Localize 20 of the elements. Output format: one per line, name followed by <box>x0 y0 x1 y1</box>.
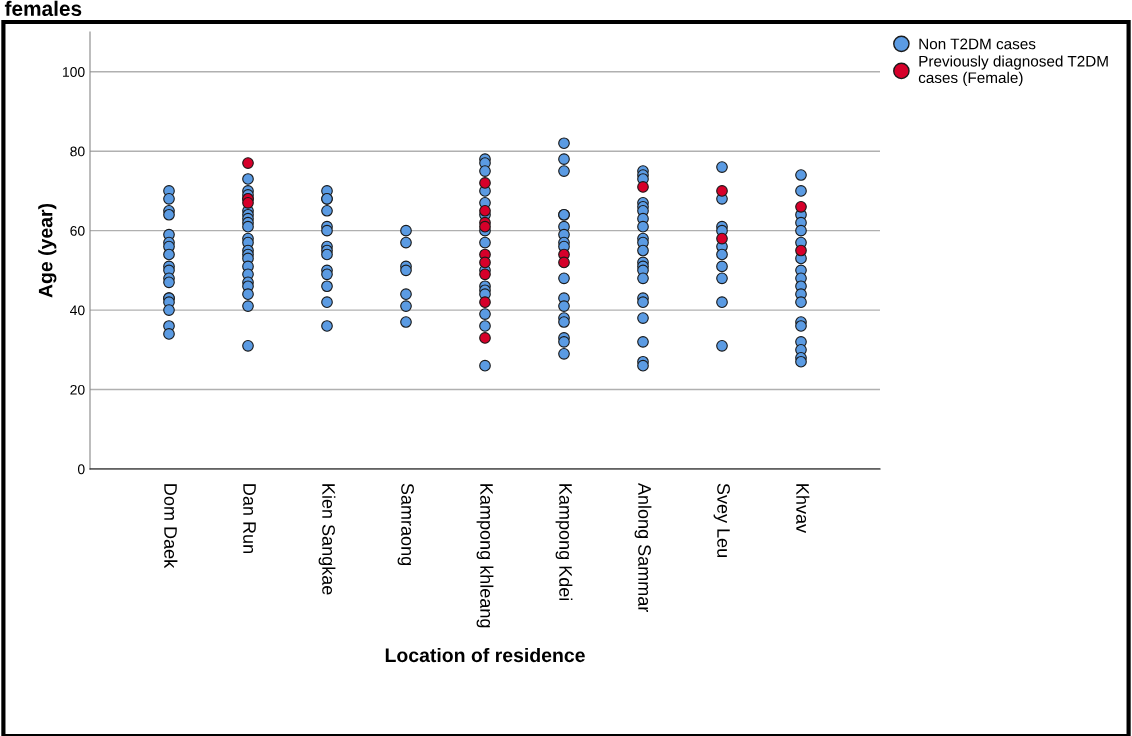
y-tick-label: 100 <box>63 67 85 77</box>
x-tick-label: Kampong khleang <box>476 484 494 628</box>
x-tick-label: Dom Daek <box>164 484 178 569</box>
x-tick-label: Kampong Kdei <box>555 484 573 601</box>
y-tick-label: 40 <box>70 305 85 316</box>
y-tick-label: 20 <box>70 384 85 395</box>
x-tick-label: Svey Leu <box>713 483 730 557</box>
x-tick-label: Kien Sangkae <box>318 484 336 595</box>
x-axis-title: Location of residence <box>385 647 585 663</box>
x-tick-label: Dan Run <box>243 484 256 553</box>
x-tick-label: Anlong Sammar <box>634 482 652 613</box>
x-tick-label: Khvav <box>796 484 810 534</box>
x-tick-label: Samraong <box>397 483 414 566</box>
y-tick-label: 0 <box>77 464 85 475</box>
y-tick-label: 60 <box>70 225 85 236</box>
y-tick-label: 80 <box>70 146 85 157</box>
y-axis-title: Age (year) <box>38 203 57 298</box>
chart-title: females <box>4 0 82 17</box>
legend-label: Previously diagnosed T2DM cases (Female) <box>918 55 1108 87</box>
legend-label: Non T2DM cases <box>919 38 1036 50</box>
